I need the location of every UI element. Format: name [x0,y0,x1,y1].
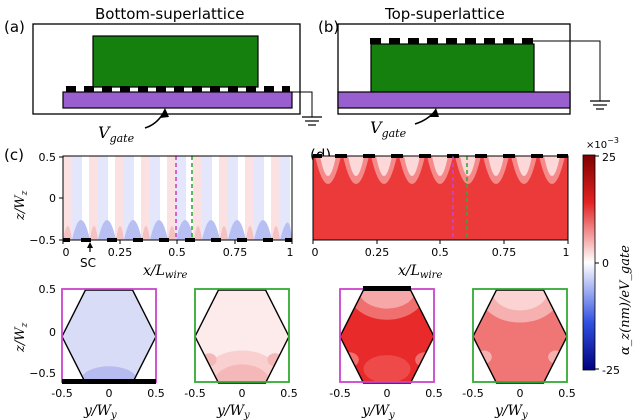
colorbar-exponent: ×10−3 [586,136,619,151]
section-frame-green [472,288,568,383]
z-axis-ticks: 0.5 0 −0.5 [29,151,63,247]
ground-icon [302,116,322,126]
ground-wire [292,91,313,117]
ground-wire [533,40,601,101]
colorbar: ×10−3 25 0 -25 α_z(nm)/eV_gate [582,136,633,377]
x-tick-label: 1 [563,246,570,259]
arrow-head-icon [87,242,93,248]
y-tick-label: 0.5 [425,387,443,400]
cross-section-4: -0.5 0 0.5 y/Wy [462,288,576,420]
title-top-superlattice: Top-superlattice [384,5,505,23]
x-tick-label: 0.75 [223,246,248,259]
x-tick-label: 0 [312,246,319,259]
y-tick-label: -0.5 [329,387,350,400]
x-tick-label: 0.5 [168,246,186,259]
x-tick-label: 0.5 [431,246,449,259]
superlattice-contacts [66,86,290,92]
z-axis-label: z/Wz [13,322,30,353]
contact-bar [62,379,156,384]
panel-c: (c) [4,146,294,281]
contact-bar [363,286,411,291]
section-frame-green [194,288,290,383]
panel-a: (a) Bottom-superlattice Vgate [4,5,322,145]
x-tick-label: 0.75 [492,246,517,259]
arrow-head-icon [160,108,169,118]
x-tick-label: 1 [287,246,294,259]
x-tick-label: 0.25 [108,246,133,259]
z-tick-label: 0 [49,192,56,205]
z-tick-label: 0.5 [39,151,57,164]
colorbar-label: α_z(nm)/eV_gate [618,245,633,355]
nanowire [370,43,535,93]
y-tick-label: 0.5 [147,387,165,400]
gate-electrode [337,91,571,109]
x-axis-ticks: 0 0.25 0.5 0.75 1 [312,240,570,259]
plot-c-stripes [63,156,290,240]
colorbar-max: 25 [602,151,616,164]
y-tick-label: 0 [517,387,524,400]
y-axis-label: y/Wy [216,403,250,420]
panel-label-b: (b) [318,18,339,36]
y-tick-label: 0 [239,387,246,400]
z-axis-label: z/Wz [13,190,30,221]
title-bottom-superlattice: Bottom-superlattice [95,5,244,23]
superlattice-contacts [370,38,533,44]
x-tick-label: 0 [63,246,70,259]
gate-electrode [62,91,293,109]
y-tick-label: 0 [384,387,391,400]
vgate-label-b: Vgate [370,118,407,140]
x-axis-ticks: 0 0.25 0.5 0.75 1 [62,240,294,259]
y-tick-label: -0.5 [462,387,483,400]
y-axis-label: y/Wy [83,403,117,420]
y-axis-label: y/Wy [361,403,395,420]
z-tick-label: −0.5 [29,234,56,247]
colorbar-gradient [582,154,596,371]
cross-section-2: -0.5 0 0.5 y/Wy [184,288,298,420]
y-tick-label: 0 [106,387,113,400]
cross-section-3: -0.5 0 0.5 y/Wy [329,286,443,420]
plot-d-lobes [315,156,565,184]
z-tick-label: 0 [49,326,56,339]
y-tick-label: -0.5 [51,387,72,400]
plot-c-lobes [63,220,292,240]
panel-label-c: (c) [4,146,24,164]
panel-label-a: (a) [4,18,25,36]
y-tick-label: -0.5 [184,387,205,400]
z-tick-label: 0.5 [39,283,57,296]
x-axis-label: x/Lwire [143,263,187,281]
sc-label: SC [80,256,96,270]
panel-d: (d) [310,146,570,281]
arrow-head-icon [430,108,439,117]
ground-icon [590,100,610,110]
panel-b: (b) Top-superlattice Vgate [318,5,610,140]
x-axis-label: x/Lwire [398,263,442,281]
z-tick-label: −0.5 [29,367,56,380]
y-tick-label: 0.5 [280,387,298,400]
x-tick-label: 0.25 [365,246,390,259]
nanowire [92,35,259,88]
y-tick-label: 0.5 [558,387,576,400]
colorbar-min: -25 [602,364,620,377]
cross-section-1: 0.5 0 −0.5 z/Wz -0.5 0 0.5 y/Wy [13,283,165,420]
vgate-label-a: Vgate [98,123,135,145]
y-axis-label: y/Wy [494,403,528,420]
colorbar-mid: 0 [602,257,609,270]
